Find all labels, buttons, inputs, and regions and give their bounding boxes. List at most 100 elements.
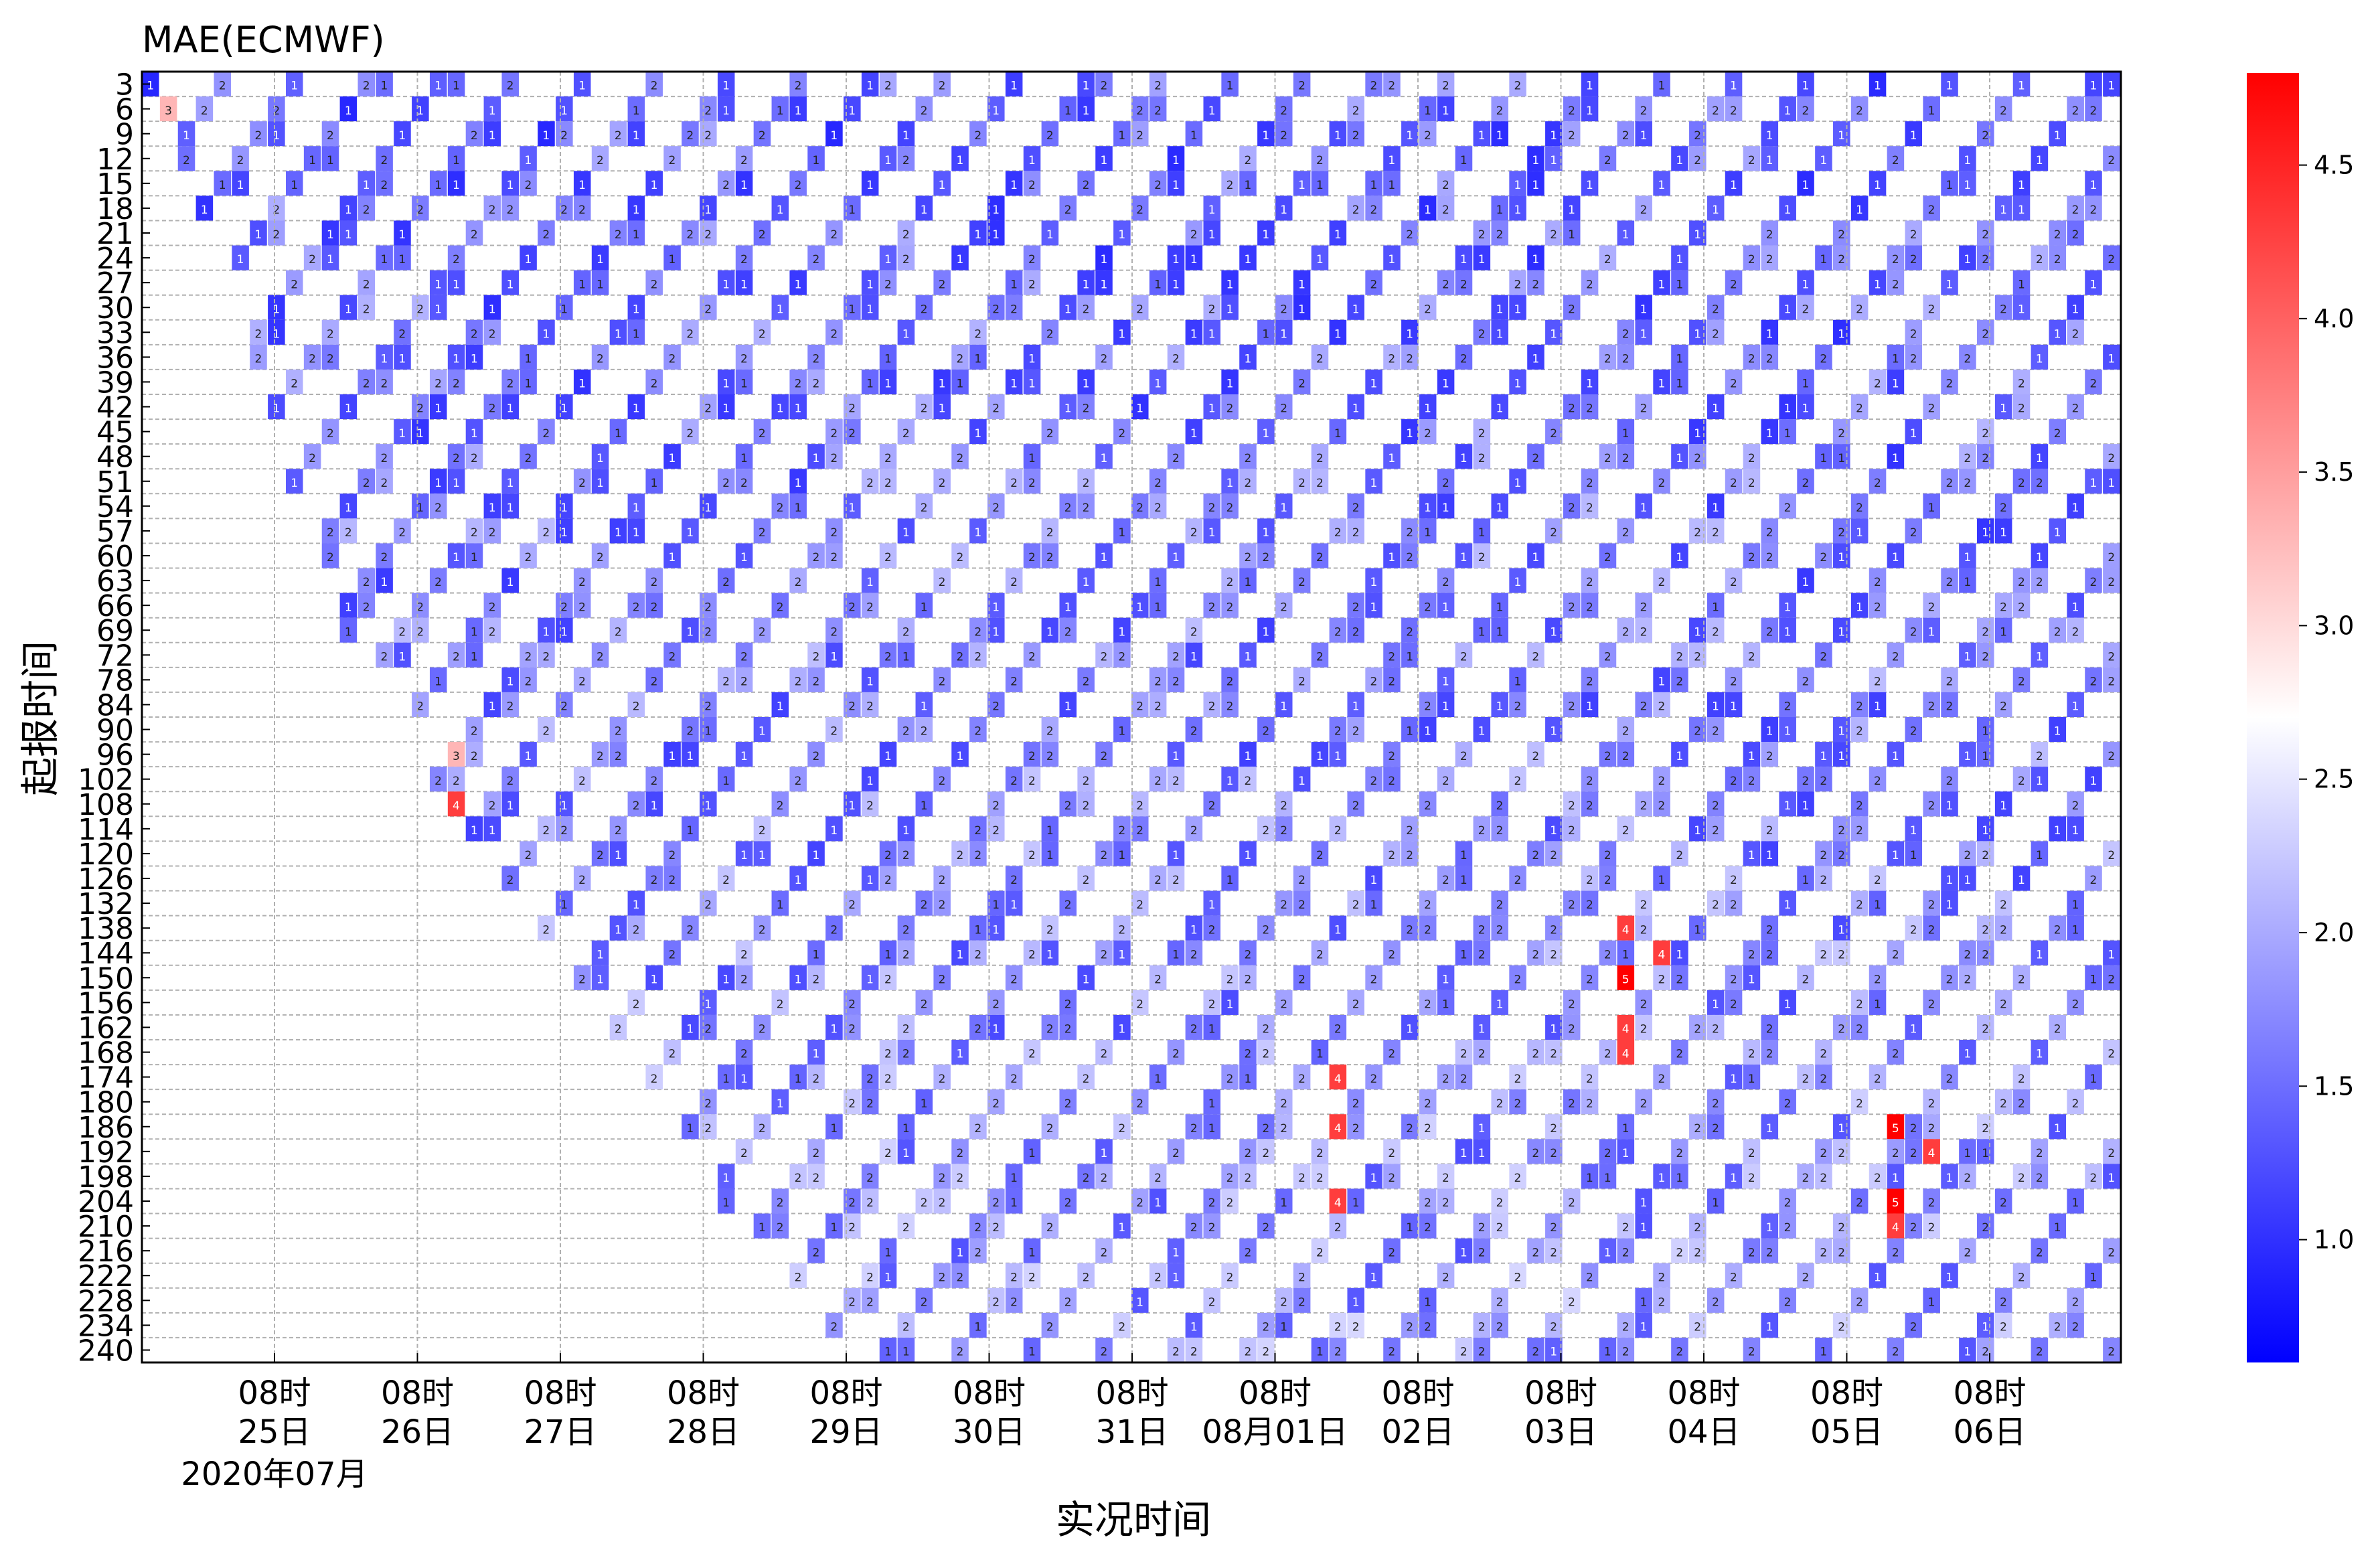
heatmap-cell (735, 245, 753, 270)
heatmap-cell-label: 2 (1532, 452, 1539, 465)
heatmap-cell (1077, 295, 1095, 320)
heatmap-cell-label: 2 (1118, 824, 1125, 838)
heatmap-cell-label: 2 (1316, 650, 1324, 663)
heatmap-cell-label: 1 (1928, 104, 1935, 118)
heatmap-cell-label: 2 (597, 750, 604, 763)
heatmap-cell (1473, 245, 1491, 270)
heatmap-cell-label: 2 (453, 378, 460, 391)
heatmap-cell-label: 1 (1460, 874, 1467, 887)
heatmap-cell-label: 2 (1730, 998, 1737, 1012)
heatmap-cell-label: 2 (1928, 1097, 1935, 1111)
heatmap-cell-label: 2 (1910, 1122, 1917, 1136)
heatmap-cell-label: 2 (1784, 1196, 1792, 1210)
heatmap-cell-label: 1 (471, 427, 478, 441)
heatmap-cell-label: 1 (1964, 750, 1971, 763)
heatmap-cell-label: 1 (939, 179, 946, 192)
heatmap-cell-label: 2 (1856, 303, 1863, 316)
heatmap-cell-label: 1 (1514, 204, 1522, 217)
heatmap-cell-label: 1 (345, 303, 352, 316)
heatmap-cell-label: 2 (830, 427, 838, 441)
heatmap-cell (556, 121, 573, 147)
heatmap-cell-label: 2 (992, 1097, 1000, 1111)
heatmap-cell (1617, 220, 1635, 246)
heatmap-cell (394, 319, 411, 345)
heatmap-cell-label: 2 (2089, 204, 2097, 217)
heatmap-cell-label: 1 (2089, 973, 2097, 986)
heatmap-cell-label: 2 (1172, 775, 1180, 788)
heatmap-cell-label: 2 (578, 775, 586, 788)
heatmap-cell-label: 2 (1658, 1271, 1666, 1284)
heatmap-cell-label: 2 (902, 427, 910, 441)
heatmap-cell-label: 1 (542, 129, 550, 143)
heatmap-cell-label: 1 (1406, 1023, 1413, 1036)
heatmap-cell-label: 1 (272, 327, 280, 341)
heatmap-cell-label: 2 (1226, 576, 1234, 589)
heatmap-cell (1994, 196, 2012, 221)
heatmap-cell (1239, 245, 1257, 270)
heatmap-cell-label: 2 (1838, 849, 1845, 862)
heatmap-cell-label: 2 (1208, 923, 1216, 937)
heatmap-cell-label: 2 (471, 725, 478, 738)
heatmap-cell-label: 2 (921, 303, 928, 316)
heatmap-cell-label: 2 (813, 551, 820, 564)
heatmap-cell-label: 1 (1676, 154, 1683, 167)
heatmap-cell-label: 1 (1550, 625, 1557, 639)
heatmap-cell-label: 1 (1370, 1172, 1378, 1185)
heatmap-cell-label: 1 (1226, 303, 1234, 316)
heatmap-cell-label: 2 (1352, 1122, 1360, 1136)
heatmap-cell (1329, 121, 1347, 147)
heatmap-cell-label: 2 (1568, 601, 1575, 614)
heatmap-cell-label: 2 (686, 327, 694, 341)
heatmap-cell-label: 2 (902, 923, 910, 937)
heatmap-cell-label: 1 (1028, 452, 1036, 465)
heatmap-cell-label: 2 (381, 378, 388, 391)
heatmap-cell-label: 2 (759, 1023, 766, 1036)
heatmap-cell (376, 171, 393, 196)
heatmap-cell-label: 1 (1316, 253, 1324, 266)
heatmap-cell (1491, 319, 1508, 345)
heatmap-cell (682, 220, 699, 246)
heatmap-cell-label: 2 (777, 501, 784, 515)
heatmap-cell-label: 2 (1226, 1172, 1234, 1185)
heatmap-cell-label: 2 (759, 327, 766, 341)
heatmap-cell (412, 96, 429, 122)
heatmap-cell-label: 2 (1820, 1172, 1827, 1185)
heatmap-cell (1473, 220, 1491, 246)
heatmap-cell-label: 1 (1586, 700, 1593, 714)
heatmap-cell (2031, 146, 2049, 171)
heatmap-cell-label: 2 (1478, 327, 1486, 341)
heatmap-cell-label: 2 (974, 948, 981, 961)
heatmap-cell (1977, 319, 1994, 345)
heatmap-cell-label: 2 (1226, 179, 1234, 192)
heatmap-cell-label: 2 (1298, 477, 1305, 490)
heatmap-cell-label: 1 (1820, 452, 1827, 465)
heatmap-cell-label: 1 (1496, 998, 1504, 1012)
heatmap-cell-label: 1 (1802, 799, 1810, 813)
heatmap-cell-label: 2 (884, 477, 892, 490)
heatmap-cell-label: 2 (1352, 1097, 1360, 1111)
heatmap-cell-label: 1 (1874, 1271, 1881, 1284)
heatmap-cell-label: 1 (1892, 1172, 1899, 1185)
heatmap-cell-label: 1 (1118, 526, 1125, 540)
heatmap-cell (1365, 196, 1382, 221)
heatmap-cell-label: 2 (704, 898, 712, 912)
heatmap-cell-label: 2 (1460, 278, 1467, 291)
heatmap-cell (700, 196, 717, 221)
heatmap-cell-label: 1 (2054, 526, 2061, 540)
heatmap-cell-label: 2 (651, 601, 658, 614)
heatmap-cell (250, 319, 267, 345)
heatmap-cell-label: 2 (722, 179, 730, 192)
heatmap-cell-label: 2 (1712, 1097, 1719, 1111)
heatmap-cell (1887, 270, 1905, 295)
heatmap-cell-label: 1 (1226, 775, 1234, 788)
heatmap-cell (2085, 196, 2102, 221)
heatmap-cell-label: 2 (740, 353, 748, 366)
heatmap-cell-label: 2 (1964, 1172, 1971, 1185)
heatmap-cell-label: 2 (489, 204, 496, 217)
heatmap-cell-label: 2 (1280, 303, 1287, 316)
heatmap-cell-label: 2 (651, 378, 658, 391)
heatmap-cell-label: 2 (1280, 129, 1287, 143)
heatmap-cell-label: 1 (1190, 650, 1198, 663)
heatmap-cell-label: 1 (1838, 551, 1845, 564)
heatmap-cell-label: 2 (866, 1271, 874, 1284)
